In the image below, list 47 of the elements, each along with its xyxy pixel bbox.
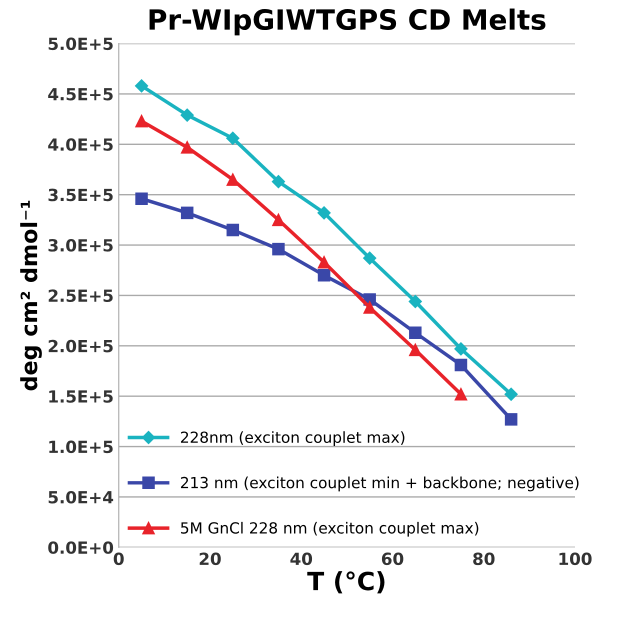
- y-tick-label: 3.5E+5: [48, 188, 113, 202]
- point: [226, 132, 240, 145]
- y-tick-label: 5.0E+4: [48, 490, 114, 504]
- point: [180, 108, 194, 122]
- chart-title: Pr-WIpGIWTGPS CD Melts: [150, 8, 546, 36]
- y-tick-label: 4.5E+5: [48, 88, 113, 100]
- y-axis-title: deg cm² dmol⁻¹: [20, 200, 42, 390]
- point: [272, 242, 285, 256]
- point: [363, 301, 376, 314]
- point: [180, 141, 194, 154]
- point: [363, 252, 376, 265]
- point: [135, 192, 148, 205]
- x-tick-label: 60: [382, 552, 404, 566]
- y-tick-label: 2.0E+5: [48, 340, 113, 352]
- legend-label: 5M GnCl 228 nm (exciton couplet max): [181, 522, 478, 537]
- point: [504, 413, 518, 426]
- point: [317, 206, 331, 220]
- point: [454, 342, 468, 356]
- point: [135, 114, 148, 128]
- x-tick-label: 20: [200, 552, 221, 566]
- y-tick-label: 1.0E+5: [49, 440, 113, 454]
- point: [454, 388, 468, 400]
- point: [226, 224, 240, 236]
- y-tick-label: 1.5E+5: [49, 390, 113, 403]
- point: [454, 358, 468, 372]
- point: [408, 294, 422, 308]
- y-tick-label: 5.0E+5: [48, 38, 113, 50]
- point: [409, 326, 422, 339]
- y-tick-label: 4.0E+5: [48, 138, 113, 151]
- y-tick-label: 3.0E+5: [48, 239, 113, 252]
- x-tick-label: 80: [473, 552, 495, 566]
- legend-label: 228nm (exciton couplet max): [180, 431, 404, 446]
- x-tick-label: 40: [290, 552, 312, 566]
- y-tick-label: 0.0E+0: [48, 541, 114, 554]
- point: [272, 214, 285, 226]
- x-tick-label: 0: [114, 552, 124, 566]
- x-axis-title: T (°C): [307, 571, 384, 594]
- point: [272, 175, 286, 188]
- point: [180, 206, 194, 220]
- point: [504, 388, 518, 401]
- y-tick-label: 2.5E+5: [48, 289, 113, 302]
- legend-label: 213 nm (exciton couplet min + backbone; negative): [180, 476, 579, 492]
- point: [318, 269, 330, 282]
- point: [318, 256, 330, 268]
- point: [134, 79, 148, 92]
- x-tick-label: 100: [559, 552, 592, 566]
- point: [409, 344, 422, 356]
